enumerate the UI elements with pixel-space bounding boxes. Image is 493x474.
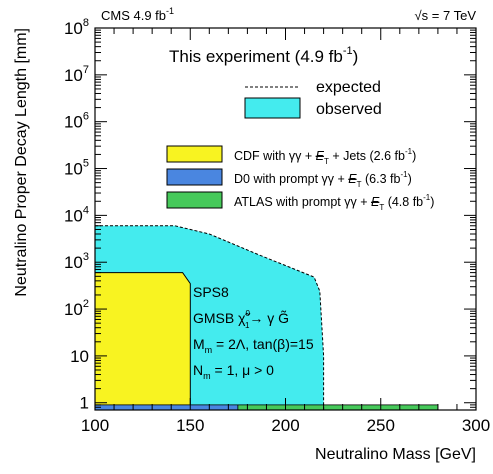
d0-area: [94, 404, 239, 411]
ref-legend-swatch: [166, 191, 223, 209]
x-tick-label: 300: [462, 416, 490, 435]
ref-legend-swatch: [166, 168, 223, 186]
annotation-line-3: Mm = 2Λ, tan(β)=15: [193, 336, 314, 355]
y-axis-label: Neutralino Proper Decay Length [mm]: [13, 28, 30, 297]
annotation-line-1: SPS8: [193, 284, 229, 300]
cdf-area: [94, 272, 191, 411]
y-tick-label: 102: [64, 298, 89, 319]
ref-legend-label: CDF with γγ + ET + Jets (2.6 fb-1): [234, 147, 416, 166]
header-left: CMS 4.9 fb-1: [101, 6, 174, 23]
y-tick-label: 10: [70, 347, 89, 366]
annotation-line-4: Nm = 1, μ > 0: [193, 362, 274, 381]
ref-legend-label: D0 with prompt γγ + ET (6.3 fb-1): [234, 170, 412, 189]
x-axis-label: Neutralino Mass [GeV]: [315, 446, 476, 463]
labels: 100 150 200 250 300 1 10 102 103 104 105 106 107 108 N…: [13, 6, 490, 463]
ref-legend-label: ATLAS with prompt γγ + ET (4.8 fb-1): [234, 193, 434, 212]
y-tick-label: 106: [64, 111, 89, 132]
x-tick-label: 200: [271, 416, 299, 435]
x-tick-label: 100: [81, 416, 109, 435]
legend-title: This experiment (4.9 fb-1): [169, 45, 358, 66]
ref-legend-swatch: [166, 145, 223, 163]
x-tick-label: 150: [176, 416, 204, 435]
axes: [94, 27, 477, 411]
y-tick-label: 104: [64, 204, 89, 225]
y-tick-label: 1: [80, 394, 89, 413]
header-right: √s = 7 TeV: [415, 8, 477, 23]
x-tick-label: 250: [367, 416, 395, 435]
y-tick-label: 108: [64, 17, 89, 38]
y-tick-label: 105: [64, 158, 89, 179]
legend-expected-label: expected: [316, 79, 381, 96]
expected-line: [95, 225, 325, 410]
plot-areas: [94, 225, 439, 411]
annotation-line-2: GMSB χ̃0 1→ γ G̃: [193, 309, 289, 330]
legend-observed-swatch: [244, 97, 301, 119]
legend-observed-label: observed: [316, 101, 382, 118]
y-tick-label: 103: [64, 251, 89, 272]
y-tick-label: 107: [64, 64, 89, 85]
atlas-area: [237, 404, 439, 411]
